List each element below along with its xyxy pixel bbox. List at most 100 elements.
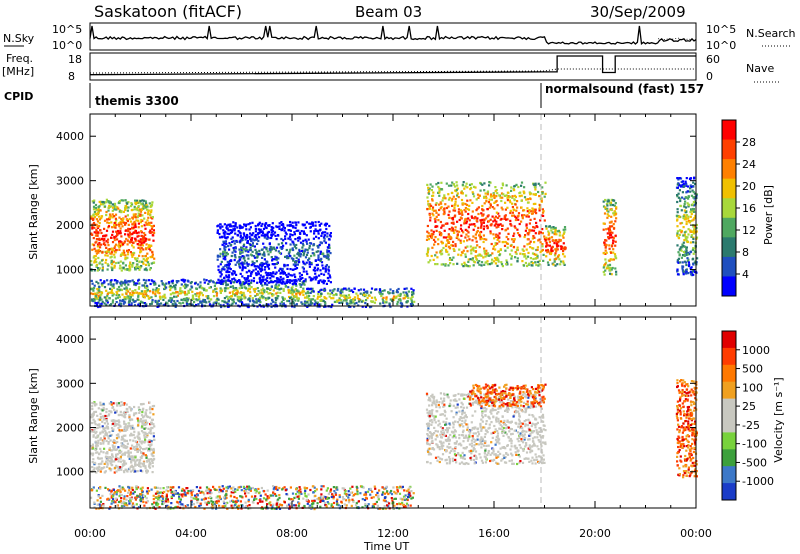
heatmap-cell	[283, 271, 286, 275]
heatmap-cell	[95, 264, 98, 267]
heatmap-cell	[490, 224, 493, 227]
heatmap-cell	[470, 215, 473, 218]
heatmap-cell	[91, 243, 94, 246]
heatmap-cell	[685, 177, 688, 180]
heatmap-cell	[289, 297, 292, 300]
heatmap-cell	[120, 401, 123, 404]
heatmap-cell	[676, 259, 679, 262]
heatmap-cell	[454, 243, 457, 246]
heatmap-cell	[133, 300, 136, 304]
heatmap-cell	[186, 279, 189, 282]
heatmap-cell	[124, 205, 127, 208]
heatmap-cell	[505, 184, 508, 187]
heatmap-cell	[474, 246, 477, 249]
heatmap-cell	[153, 282, 156, 285]
heatmap-cell	[95, 446, 98, 449]
heatmap-cell	[205, 289, 208, 292]
heatmap-cell	[123, 241, 126, 244]
heatmap-cell	[525, 248, 528, 251]
heatmap-cell	[512, 245, 515, 249]
heatmap-cell	[141, 411, 144, 414]
heatmap-cell	[269, 236, 272, 240]
heatmap-cell	[265, 290, 269, 293]
cpid-program-1: themis 3300	[95, 94, 179, 108]
heatmap-cell	[94, 410, 98, 413]
heatmap-cell	[90, 452, 93, 455]
heatmap-cell	[494, 223, 497, 226]
heatmap-cell	[140, 203, 143, 206]
heatmap-cell	[106, 451, 109, 454]
heatmap-cell	[207, 295, 210, 298]
heatmap-cell	[292, 243, 295, 246]
heatmap-cell	[228, 264, 231, 267]
heatmap-cell	[90, 447, 94, 450]
heatmap-cell	[134, 282, 137, 285]
heatmap-cell	[302, 232, 306, 235]
heatmap-cell	[115, 464, 118, 467]
heatmap-cell	[693, 217, 696, 220]
heatmap-cell	[139, 292, 143, 295]
heatmap-cell	[118, 209, 122, 212]
heatmap-cell	[679, 204, 682, 207]
heatmap-cell	[107, 251, 110, 254]
heatmap-cell	[254, 230, 257, 233]
heatmap-cell	[137, 222, 140, 225]
heatmap-cell	[238, 265, 241, 268]
heatmap-cell	[492, 233, 495, 236]
heatmap-cell	[432, 238, 436, 241]
heatmap-cell	[282, 289, 285, 292]
heatmap-cell	[129, 228, 132, 231]
heatmap-cell	[280, 282, 283, 285]
heatmap-cell	[118, 421, 121, 424]
heatmap-cell	[285, 273, 288, 277]
heatmap-cell	[464, 246, 467, 249]
heatmap-cell	[262, 242, 265, 245]
heatmap-cell	[431, 208, 434, 211]
heatmap-cell	[330, 291, 334, 295]
heatmap-cell	[105, 198, 108, 201]
heatmap-cell	[152, 458, 155, 462]
heatmap-cell	[470, 183, 473, 186]
heatmap-cell	[241, 226, 244, 229]
heatmap-cell	[275, 298, 278, 301]
heatmap-cell	[318, 243, 321, 247]
heatmap-cell	[112, 428, 115, 431]
heatmap-cell	[154, 289, 157, 292]
heatmap-cell	[303, 223, 306, 226]
heatmap-cell	[459, 241, 462, 244]
heatmap-cell	[171, 297, 174, 300]
heatmap-cell	[132, 290, 135, 293]
heatmap-cell	[170, 299, 173, 302]
heatmap-cell	[152, 435, 155, 438]
heatmap-cell	[135, 219, 138, 222]
heatmap-cell	[676, 225, 679, 228]
heatmap-cell	[692, 225, 695, 228]
heatmap-cell	[149, 231, 152, 234]
heatmap-cell	[124, 451, 127, 454]
heatmap-cell	[558, 258, 561, 261]
heatmap-cell	[474, 216, 477, 219]
heatmap-cell	[162, 303, 165, 307]
heatmap-cell	[170, 280, 173, 283]
heatmap-cell	[516, 246, 519, 249]
heatmap-cell	[136, 470, 139, 473]
heatmap-cell	[298, 252, 301, 256]
heatmap-cell	[322, 236, 326, 239]
heatmap-cell	[251, 297, 254, 300]
heatmap-cell	[683, 231, 686, 234]
heatmap-cell	[150, 302, 153, 305]
heatmap-cell	[688, 253, 691, 256]
heatmap-cell	[543, 219, 546, 222]
heatmap-cell	[237, 299, 240, 302]
heatmap-cell	[101, 263, 104, 266]
heatmap-cell	[425, 252, 429, 256]
heatmap-cell	[287, 237, 290, 240]
heatmap-cell	[259, 279, 262, 282]
heatmap-cell	[520, 181, 524, 184]
heatmap-cell	[427, 186, 430, 189]
heatmap-cell	[489, 195, 492, 198]
heatmap-cell	[249, 248, 252, 251]
heatmap-cell	[426, 235, 429, 238]
heatmap-cell	[96, 298, 99, 301]
heatmap-cell	[106, 250, 109, 253]
